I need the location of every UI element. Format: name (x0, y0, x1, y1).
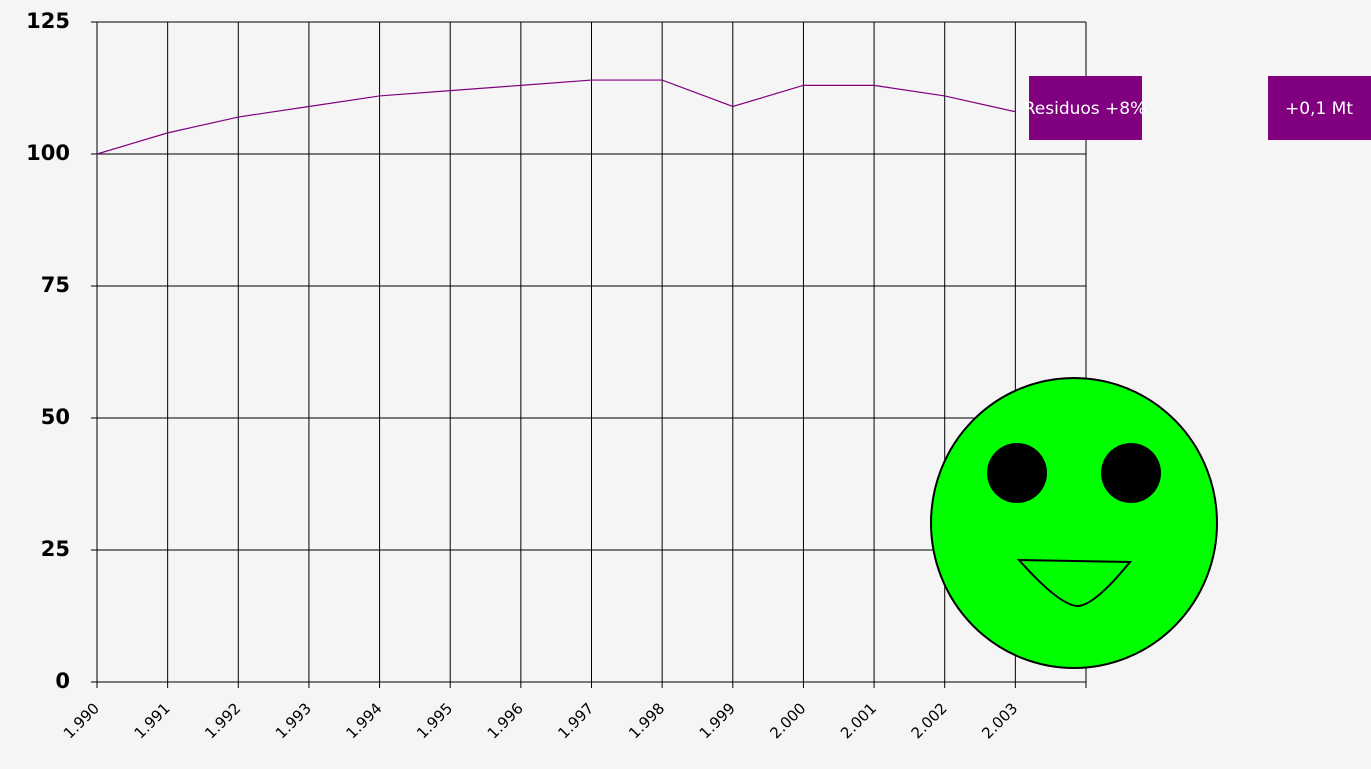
y-tick-label: 75 (41, 273, 70, 297)
x-tick-label: 1.994 (342, 699, 385, 742)
y-tick-label: 100 (26, 141, 70, 165)
x-tick-label: 1.990 (60, 699, 103, 742)
x-tick-label: 1.995 (413, 699, 456, 742)
x-tick-label: 2.000 (766, 699, 809, 742)
eye (1101, 443, 1161, 503)
annotation: Residuos +8% (1024, 99, 1147, 119)
mouth (1016, 558, 1133, 608)
x-tick-label: 1.999 (696, 699, 739, 742)
annotation-box (1268, 76, 1371, 140)
x-tick-label: 1.996 (484, 699, 527, 742)
face (930, 377, 1218, 669)
x-tick-label: 1.991 (131, 699, 174, 742)
y-tick-label: 50 (41, 405, 70, 429)
x-tick-label: 1.992 (201, 699, 244, 742)
smiley (930, 377, 1218, 669)
x-tick-label: 1.993 (272, 699, 315, 742)
x-tick-label: 2.001 (837, 699, 880, 742)
y-tick-label: 25 (41, 537, 70, 561)
y-tick-label: 125 (26, 9, 70, 33)
annotation-box (1029, 76, 1142, 140)
x-tick-label: 2.003 (978, 699, 1021, 742)
line (96, 79, 1016, 155)
x-tick-label: 2.002 (908, 699, 951, 742)
x-tick-label: 1.997 (554, 699, 597, 742)
eye (987, 443, 1047, 503)
annotation: +0,1 Mt (1285, 99, 1353, 119)
y-tick-label: 0 (55, 669, 70, 693)
x-tick-label: 1.998 (625, 699, 668, 742)
